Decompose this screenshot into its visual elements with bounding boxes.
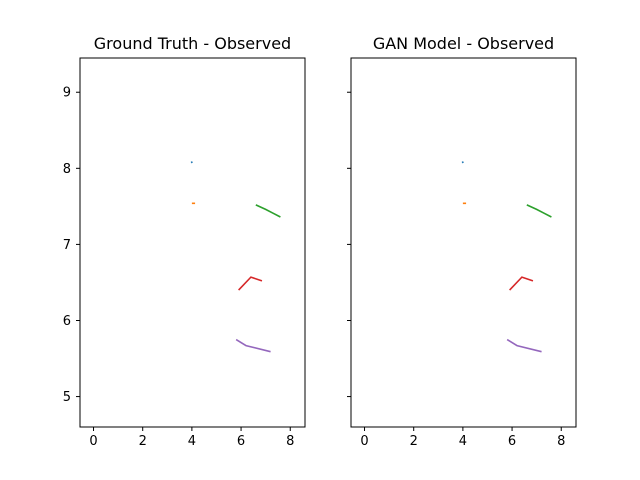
left-y-tick-label: 7 [63, 238, 71, 253]
right-series-line-1 [461, 161, 464, 164]
left-series-line-5 [235, 338, 271, 353]
left-x-tick-label: 6 [237, 434, 245, 449]
right-subplot-title: GAN Model - Observed [373, 34, 554, 53]
left-subplot-title: Ground Truth - Observed [94, 34, 291, 53]
right-series-line-3 [526, 204, 552, 218]
right-subplot-ticks: 0 2 4 6 8 [347, 91, 565, 449]
left-subplot: Ground Truth - Observed 0 2 4 6 8 5 6 7 8 9 [63, 34, 306, 449]
left-y-tick-label: 9 [63, 86, 71, 101]
left-x-tick-label: 4 [188, 434, 196, 449]
right-x-tick-label: 2 [410, 434, 418, 449]
right-series-line-4 [509, 276, 534, 291]
right-subplot-frame [350, 57, 577, 428]
left-series-line-1 [190, 161, 193, 164]
right-x-tick-label: 6 [508, 434, 516, 449]
right-x-tick-label: 4 [459, 434, 467, 449]
right-subplot: GAN Model - Observed 0 2 4 6 8 [347, 34, 577, 449]
left-series-line-3 [255, 204, 281, 218]
left-y-tick-label: 5 [63, 390, 71, 405]
left-series-line-4 [238, 276, 263, 291]
right-x-tick-label: 8 [557, 434, 565, 449]
right-subplot-series [461, 161, 552, 353]
left-y-tick-label: 6 [63, 314, 71, 329]
left-subplot-ticks: 0 2 4 6 8 5 6 7 8 9 [63, 86, 295, 449]
left-y-tick-label: 8 [63, 162, 71, 177]
left-subplot-frame [79, 57, 306, 428]
right-x-tick-label: 0 [360, 434, 368, 449]
left-x-tick-label: 2 [139, 434, 147, 449]
right-series-line-5 [506, 338, 542, 353]
left-x-tick-label: 8 [286, 434, 294, 449]
left-x-tick-label: 0 [89, 434, 97, 449]
left-subplot-series [190, 161, 281, 353]
